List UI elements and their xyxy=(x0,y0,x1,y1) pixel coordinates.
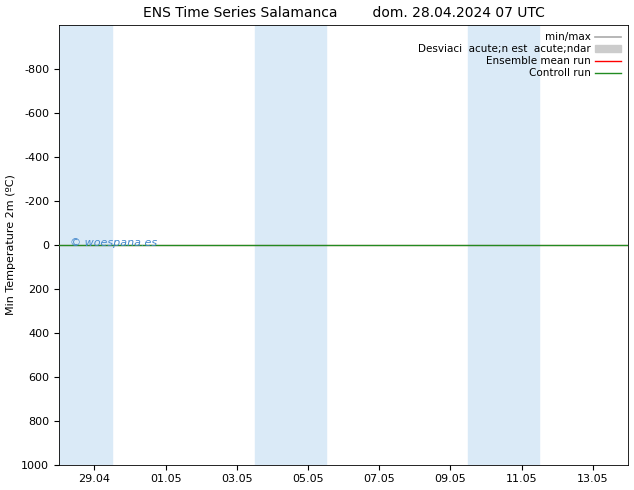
Text: © woespana.es: © woespana.es xyxy=(70,238,157,247)
Y-axis label: Min Temperature 2m (ºC): Min Temperature 2m (ºC) xyxy=(6,174,16,315)
Title: ENS Time Series Salamanca        dom. 28.04.2024 07 UTC: ENS Time Series Salamanca dom. 28.04.202… xyxy=(143,5,545,20)
Bar xyxy=(469,25,540,465)
Legend: min/max, Desviaci  acute;n est  acute;ndar, Ensemble mean run, Controll run: min/max, Desviaci acute;n est acute;ndar… xyxy=(416,30,623,80)
Bar xyxy=(255,25,326,465)
Bar xyxy=(59,25,112,465)
